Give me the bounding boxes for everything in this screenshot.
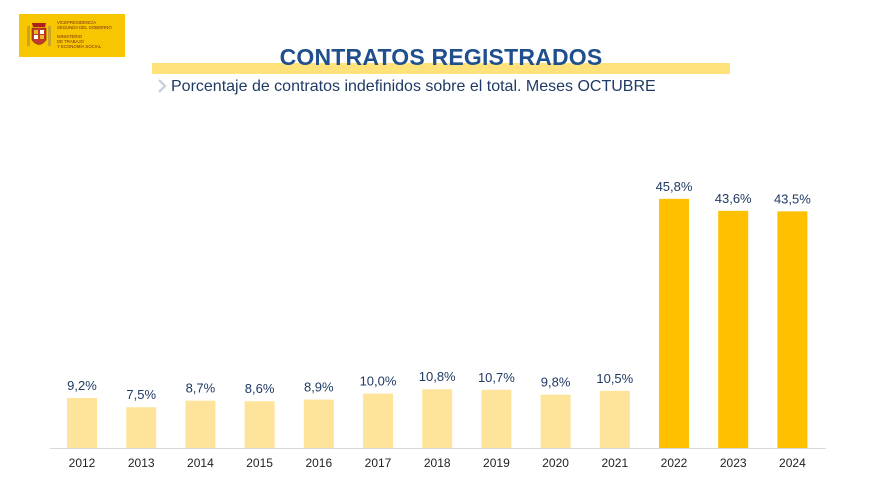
logo-line: MINISTERIO <box>57 34 83 39</box>
x-tick-label-2014: 2014 <box>187 456 214 470</box>
data-label-2024: 43,5% <box>774 191 811 206</box>
data-label-2012: 9,2% <box>67 378 97 393</box>
logo-line: VICEPRESIDENCIA <box>57 20 97 25</box>
data-label-2018: 10,8% <box>419 369 456 384</box>
logo-line: Y ECONOMÍA SOCIAL <box>57 44 102 49</box>
chart-subtitle: Porcentaje de contratos indefinidos sobr… <box>158 78 656 96</box>
title-highlight-band <box>152 63 730 74</box>
subtitle-text: Porcentaje de contratos indefinidos sobr… <box>171 78 656 95</box>
data-label-2019: 10,7% <box>478 370 515 385</box>
bar-2023 <box>718 210 749 448</box>
x-tick-label-2019: 2019 <box>483 456 510 470</box>
bar-2019 <box>481 389 512 448</box>
bar-2024 <box>777 211 808 448</box>
bar-2022 <box>659 198 689 448</box>
x-tick-label-2020: 2020 <box>542 456 569 470</box>
data-label-2014: 8,7% <box>186 381 216 396</box>
bar-2012 <box>67 397 97 448</box>
x-tick-label-2022: 2022 <box>661 456 688 470</box>
data-label-2013: 7,5% <box>126 387 156 402</box>
data-label-2021: 10,5% <box>596 371 633 386</box>
x-tick-label-2012: 2012 <box>69 456 96 470</box>
bar-2021 <box>599 390 630 448</box>
x-tick-label-2024: 2024 <box>779 456 806 470</box>
bar-2013 <box>126 407 157 448</box>
x-tick-label-2016: 2016 <box>305 456 332 470</box>
bar-2020 <box>540 394 571 448</box>
bar-2018 <box>422 389 453 448</box>
x-tick-label-2017: 2017 <box>365 456 392 470</box>
x-tick-label-2015: 2015 <box>246 456 273 470</box>
data-label-2023: 43,6% <box>715 191 752 206</box>
page-title: CONTRATOS REGISTRADOS <box>279 44 603 70</box>
bar-2014 <box>185 400 216 448</box>
logo-text: VICEPRESIDENCIA SEGUNDA DEL GOBIERNO MIN… <box>57 20 123 49</box>
coat-of-arms-icon <box>27 23 51 46</box>
logo-line: SEGUNDA DEL GOBIERNO <box>57 25 112 30</box>
bar-2015 <box>244 401 275 448</box>
x-tick-label-2013: 2013 <box>128 456 155 470</box>
chevron-right-icon <box>158 79 167 93</box>
logo-line: DE TRABAJO <box>57 39 84 44</box>
x-tick-label-2018: 2018 <box>424 456 451 470</box>
data-label-2017: 10,0% <box>360 374 397 389</box>
government-logo: VICEPRESIDENCIA SEGUNDA DEL GOBIERNO MIN… <box>19 14 125 57</box>
data-label-2022: 45,8% <box>656 179 693 194</box>
bar-2017 <box>363 393 393 448</box>
data-label-2015: 8,6% <box>245 381 275 396</box>
x-tick-label-2021: 2021 <box>601 456 628 470</box>
data-label-2020: 9,8% <box>541 375 571 390</box>
x-tick-label-2023: 2023 <box>720 456 747 470</box>
data-label-2016: 8,9% <box>304 380 334 395</box>
bar-2016 <box>303 399 334 448</box>
